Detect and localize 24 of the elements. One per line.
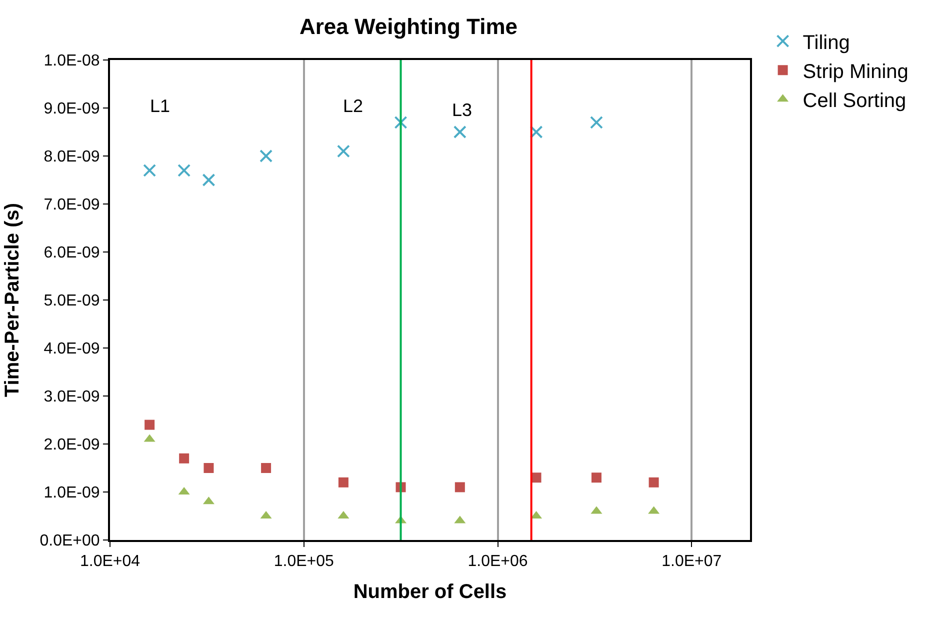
legend-label: Tiling xyxy=(802,32,850,54)
y-tick-label: 1.0E-08 xyxy=(44,52,100,70)
y-tick-label: 8.0E-09 xyxy=(44,148,100,166)
chart-title: Area Weighting Time xyxy=(299,14,518,39)
y-tick-label: 3.0E-09 xyxy=(44,388,100,406)
y-tick-label: 7.0E-09 xyxy=(44,196,100,214)
y-tick-label: 6.0E-09 xyxy=(44,244,100,262)
y-tick-label: 5.0E-09 xyxy=(44,292,100,310)
y-tick-label: 9.0E-09 xyxy=(44,100,100,118)
y-tick-label: 2.0E-09 xyxy=(44,436,100,454)
x-tick-label: 1.0E+04 xyxy=(80,553,140,570)
x-tick-label: 1.0E+05 xyxy=(274,553,334,570)
y-tick-label: 0.0E+00 xyxy=(40,532,100,550)
legend-label: Cell Sorting xyxy=(802,90,906,112)
legend-label: Strip Mining xyxy=(802,60,908,83)
x-tick-label: 1.0E+06 xyxy=(468,553,528,570)
y-tick-label: 4.0E-09 xyxy=(44,340,100,358)
x-axis-title: Number of Cells xyxy=(353,581,507,604)
annotation: L3 xyxy=(452,100,472,120)
y-tick-label: 1.0E-09 xyxy=(44,484,100,502)
y-axis-title: Time-Per-Particle (s) xyxy=(2,202,24,398)
annotation: L2 xyxy=(343,96,364,116)
annotation: L1 xyxy=(150,96,170,116)
x-tick-label: 1.0E+07 xyxy=(662,553,722,570)
